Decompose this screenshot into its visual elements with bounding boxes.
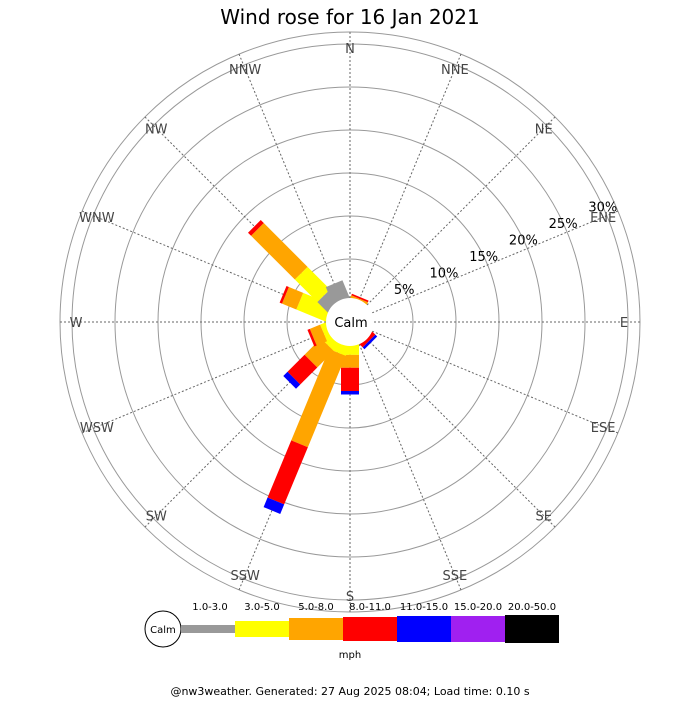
legend-swatch-7: [505, 615, 559, 643]
calm-label: Calm: [334, 316, 367, 331]
polar-grid: [59, 31, 641, 613]
ring-label-2: 10%: [429, 266, 458, 281]
ring-labels: 5% 10% 15% 20% 25% 30%: [394, 201, 617, 298]
legend-swatch-4: [343, 617, 397, 641]
legend-label-6: 15.0-20.0: [454, 602, 502, 613]
ring-label-5: 25%: [549, 217, 578, 232]
bar-ssw-bin-4: [267, 440, 308, 505]
grid-ring-5: [114, 86, 586, 558]
direction-label-nne: NNE: [441, 63, 469, 78]
bar-wsw-bin-4: [307, 328, 317, 347]
spoke-se: [363, 335, 556, 528]
chart-title: Wind rose for 16 Jan 2021: [220, 5, 479, 29]
spoke-ene: [368, 210, 619, 315]
bar-wnw-bin-4: [279, 285, 289, 304]
ring-label-3: 15%: [469, 250, 498, 265]
bar-ssw-bin-3: [291, 348, 346, 448]
direction-label-se: SE: [536, 510, 552, 525]
ring-label-1: 5%: [394, 283, 415, 298]
spoke-nnw: [238, 53, 343, 304]
bar-sw-bin-5: [283, 371, 301, 389]
direction-label-n: N: [345, 42, 355, 57]
legend-label-7: 20.0-50.0: [508, 602, 556, 613]
direction-labels: N NNE NE ENE E ESE SE SSE S SSW SW WSW W WNW NW NNW: [70, 42, 629, 605]
spoke-sse: [357, 340, 462, 591]
legend-swatch-2: [235, 621, 289, 637]
bar-wnw-bin-2: [296, 292, 335, 323]
bar-nw-bin-4: [248, 220, 264, 236]
bar-sw-bin-3: [304, 338, 334, 368]
calm-center: Calm: [326, 298, 374, 346]
spoke-ese: [368, 329, 619, 434]
legend-label-5: 11.0-15.0: [400, 602, 448, 613]
legend-swatch-3: [289, 618, 343, 640]
bar-se-bin-5: [362, 334, 378, 350]
bar-ssw-bin-5: [263, 497, 285, 514]
bar-nne-bin-4: [351, 293, 369, 303]
direction-label-sw: SW: [146, 510, 167, 525]
wind-bars: [248, 220, 378, 514]
ring-label-6: 30%: [588, 201, 617, 216]
direction-label-ene: ENE: [590, 211, 616, 226]
bar-sw-bin-4: [287, 354, 318, 385]
direction-label-nnw: NNW: [229, 63, 261, 78]
direction-label-ssw: SSW: [230, 569, 260, 584]
legend-swatch-6: [451, 616, 505, 642]
spoke-ne: [363, 116, 556, 309]
direction-label-nw: NW: [145, 122, 168, 137]
legend-swatch-5: [397, 616, 451, 642]
bar-wnw-bin-3: [281, 286, 304, 310]
direction-label-ese: ESE: [591, 421, 616, 436]
legend-label-2: 3.0-5.0: [244, 602, 279, 613]
unit-label: mph: [339, 650, 361, 661]
speed-legend: Calm 1.0-3.0 3.0-5.0 5.0-8.0 8.0-11.0 11.0-15…: [144, 602, 559, 648]
bar-wsw-bin-3: [309, 324, 328, 346]
legend-label-1: 1.0-3.0: [192, 602, 227, 613]
spoke-wsw: [81, 329, 332, 434]
bar-nw-bin-3: [251, 223, 308, 280]
legend-calm-label: Calm: [150, 625, 176, 636]
direction-label-sse: SSE: [442, 569, 467, 584]
direction-label-w: W: [70, 316, 83, 331]
footer-text: @nw3weather. Generated: 27 Aug 2025 08:0…: [170, 685, 529, 698]
ring-label-4: 20%: [509, 234, 538, 249]
calm-circle: [326, 298, 374, 346]
bar-nw-bin-2: [294, 266, 331, 303]
direction-label-wnw: WNW: [79, 211, 115, 226]
direction-label-e: E: [620, 316, 628, 331]
legend-label-4: 8.0-11.0: [349, 602, 391, 613]
spoke-nne: [357, 53, 462, 304]
legend-label-3: 5.0-8.0: [298, 602, 333, 613]
direction-label-wsw: WSW: [80, 421, 114, 436]
legend-swatch-1: [181, 625, 235, 633]
direction-label-ne: NE: [535, 122, 553, 137]
direction-label-s: S: [346, 590, 354, 605]
